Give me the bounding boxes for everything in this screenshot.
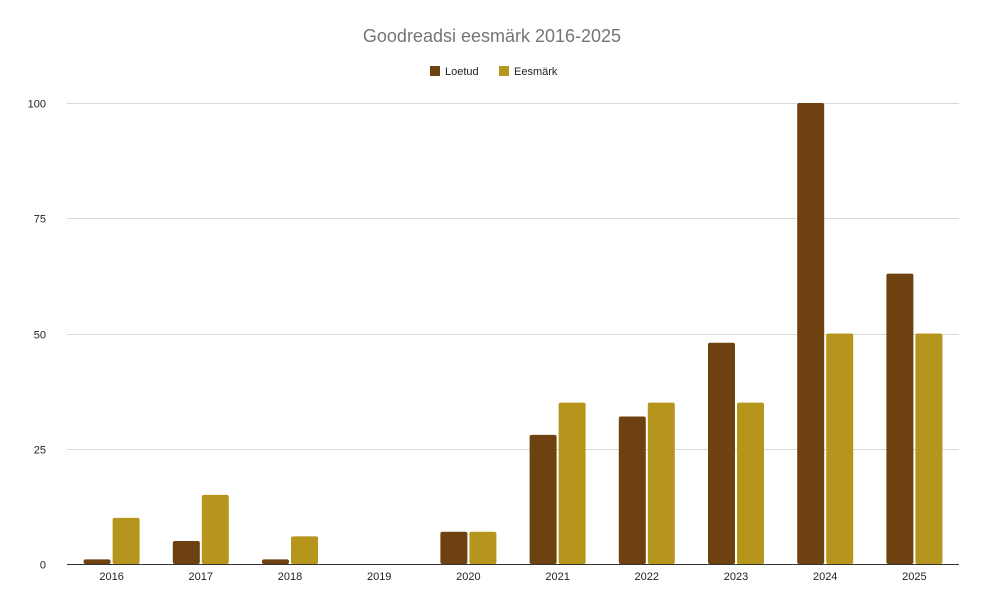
gridlines <box>67 103 959 450</box>
bar-eesmärk-2023 <box>737 402 764 564</box>
x-tick-label: 2020 <box>456 571 480 583</box>
bar-loetud-2024 <box>797 103 825 564</box>
x-tick-label: 2025 <box>902 571 926 583</box>
x-tick-label: 2023 <box>724 571 748 583</box>
legend-label-loetud: Loetud <box>445 66 479 78</box>
bar-loetud-2016 <box>83 559 111 564</box>
bars <box>83 103 943 564</box>
bar-eesmärk-2017 <box>201 494 229 564</box>
legend-swatch-loetud <box>430 66 440 76</box>
y-tick-label: 100 <box>28 99 46 111</box>
bar-loetud-2023 <box>708 342 735 564</box>
x-tick-label: 2016 <box>99 571 123 583</box>
chart-title: Goodreadsi eesmärk 2016-2025 <box>363 26 621 46</box>
legend: Loetud Eesmärk <box>430 66 558 78</box>
y-axis-ticks: 0 25 50 75 100 <box>28 99 46 572</box>
x-tick-label: 2019 <box>367 571 391 583</box>
bar-loetud-2020 <box>440 531 468 564</box>
legend-label-eesmärk: Eesmärk <box>514 66 558 78</box>
x-axis-ticks: 2016 2017 2018 2019 2020 2021 2022 2023 2024 2025 <box>99 571 926 583</box>
y-tick-label: 0 <box>40 560 46 572</box>
bar-eesmärk-2018 <box>291 536 318 564</box>
bar-eesmärk-2022 <box>647 402 675 564</box>
x-tick-label: 2021 <box>545 571 569 583</box>
bar-eesmärk-2016 <box>112 517 140 564</box>
bar-eesmärk-2025 <box>915 333 943 564</box>
bar-eesmärk-2024 <box>826 333 854 564</box>
x-tick-label: 2022 <box>635 571 659 583</box>
bar-loetud-2025 <box>886 273 914 564</box>
bar-eesmärk-2020 <box>469 531 497 564</box>
bar-loetud-2022 <box>618 416 646 564</box>
bar-loetud-2018 <box>262 559 289 564</box>
bar-loetud-2017 <box>172 540 200 564</box>
x-tick-label: 2018 <box>278 571 302 583</box>
y-tick-label: 50 <box>34 330 46 342</box>
x-tick-label: 2024 <box>813 571 837 583</box>
y-tick-label: 75 <box>34 214 46 226</box>
bar-eesmärk-2021 <box>558 402 586 564</box>
y-tick-label: 25 <box>34 445 46 457</box>
x-tick-label: 2017 <box>189 571 213 583</box>
bar-loetud-2021 <box>529 434 557 564</box>
legend-swatch-eesmärk <box>499 66 509 76</box>
